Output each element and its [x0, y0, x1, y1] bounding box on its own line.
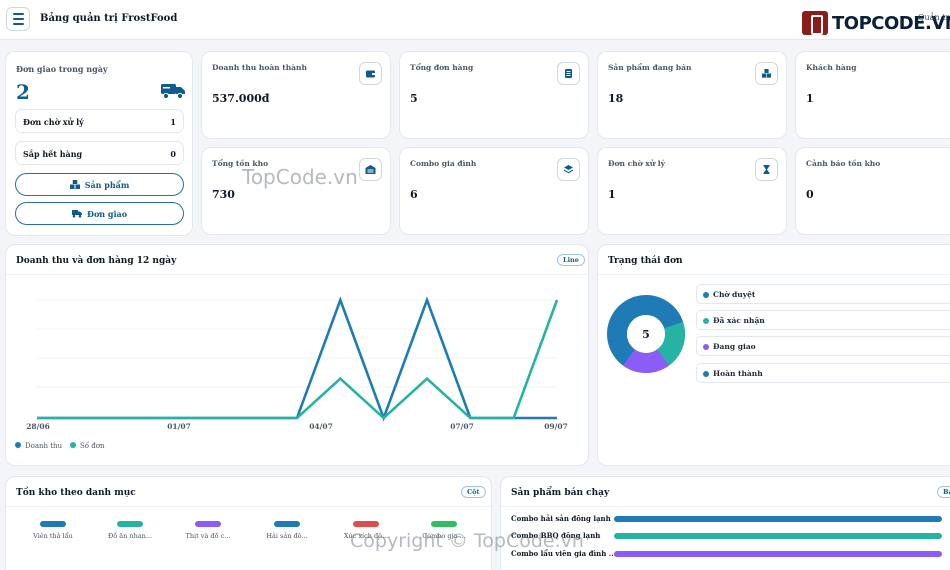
stat-card-total-orders: Tổng đơn hàng 5 — [399, 51, 589, 139]
x-tick-label: 09/07 — [544, 422, 568, 431]
receipt-icon — [557, 62, 580, 85]
category-column: Đồ ăn nhan... — [100, 521, 160, 540]
best-seller-row: Combo BBQ đông lạnh — [511, 531, 950, 541]
best-seller-row: Combo lẩu viên gia đình ... — [511, 549, 950, 559]
best-seller-bar — [614, 533, 942, 539]
boxes-icon — [755, 62, 778, 85]
stock-chart-type-tag[interactable]: Cột — [461, 486, 486, 498]
stat-card-stock-alert: Cảnh báo tồn kho 0 — [795, 147, 950, 235]
wallet-icon — [359, 62, 382, 85]
best-sellers-title: Sản phẩm bán chạy — [511, 488, 610, 498]
x-tick-label: 28/06 — [26, 422, 50, 431]
donut-segment-confirmed — [607, 295, 685, 373]
chart-type-tag[interactable]: Line — [557, 254, 585, 266]
category-column: Xúc xích đô... — [336, 521, 396, 540]
stat-card-products-on-sale: Sản phẩm đang bán 18 — [597, 51, 787, 139]
layers-icon — [557, 158, 580, 181]
legend-dot — [15, 442, 21, 448]
category-column: Thịt và đồ c... — [178, 521, 238, 540]
low-stock-row[interactable]: Sắp hết hàng 0 — [15, 141, 184, 165]
status-item-completed[interactable]: Hoàn thành — [696, 363, 950, 383]
menu-icon — [12, 13, 24, 15]
brand-text: TOPCODE.VN — [832, 12, 950, 34]
stat-card-customers: Khách hàng 1 — [795, 51, 950, 139]
products-button[interactable]: Sản phẩm — [15, 173, 184, 196]
revenue-panel-title: Doanh thu và đơn hàng 12 ngày — [16, 256, 177, 266]
series-line-1 — [37, 299, 559, 420]
donut-center-value: 5 — [642, 328, 650, 341]
category-bar — [117, 521, 143, 527]
stat-card-total-stock: Tổng tồn kho 730 — [201, 147, 391, 235]
today-deliveries-value: 2 — [16, 80, 30, 104]
legend-label: Số đơn — [80, 441, 105, 450]
truck-icon — [71, 210, 82, 218]
status-item-confirmed[interactable]: Đã xác nhận — [696, 310, 950, 330]
stat-card-pending-orders: Đơn chờ xử lý 1 — [597, 147, 787, 235]
boxes-icon — [69, 180, 80, 189]
user-menu-link[interactable]: Quản trị v — [918, 13, 950, 22]
legend-label: Doanh thu — [25, 442, 63, 450]
today-deliveries-card: Đơn giao trong ngày 2 Đơn chờ xử lý 1 Sắ… — [5, 51, 193, 236]
category-bar — [274, 521, 300, 527]
category-column: Viên thả lẩu — [23, 521, 83, 540]
warehouse-icon — [359, 158, 382, 181]
series-line-0 — [37, 296, 557, 422]
category-bar — [353, 521, 379, 527]
topcode-logo-icon — [802, 11, 828, 35]
revenue-orders-panel: Doanh thu và đơn hàng 12 ngày Line 28/06… — [5, 244, 589, 466]
legend-dot — [70, 442, 76, 448]
x-tick-label: 07/07 — [450, 422, 474, 431]
today-deliveries-label: Đơn giao trong ngày — [16, 64, 108, 74]
best-sellers-panel: Sản phẩm bán chạy Ba Combo hải sản đông … — [500, 476, 950, 570]
hamburger-menu-button[interactable] — [6, 7, 30, 31]
best-seller-bar — [614, 551, 942, 557]
status-item-pending[interactable]: Chờ duyệt — [696, 284, 950, 304]
stat-card-family-combo: Combo gia đình 6 — [399, 147, 589, 235]
order-status-panel: Trạng thái đơn 5 Chờ duyệt Đã xác nhận Đ… — [597, 244, 950, 466]
best-sellers-tag[interactable]: Ba — [937, 486, 950, 498]
category-column: Combo gia ... — [414, 521, 474, 540]
best-seller-row: Combo hải sản đông lạnh — [511, 514, 950, 524]
status-panel-title: Trạng thái đơn — [608, 256, 683, 266]
pending-orders-row[interactable]: Đơn chờ xử lý 1 — [15, 109, 184, 133]
deliveries-button[interactable]: Đơn giao — [15, 202, 184, 225]
top-bar: Bảng quản trị FrostFood TOPCODE.VN Quản … — [0, 0, 950, 40]
category-bar — [40, 521, 66, 527]
app-title: Bảng quản trị FrostFood — [40, 13, 178, 24]
stock-panel-title: Tồn kho theo danh mục — [16, 488, 136, 498]
status-item-shipping[interactable]: Đang giao — [696, 336, 950, 356]
category-column: Hải sản đô... — [257, 521, 317, 540]
best-seller-bar — [614, 516, 942, 522]
x-tick-label: 01/07 — [167, 422, 191, 431]
x-tick-label: 04/07 — [309, 422, 333, 431]
order-status-donut: 5 — [607, 295, 685, 373]
brand-logo: TOPCODE.VN — [802, 11, 950, 35]
stat-card-revenue: Doanh thu hoàn thành 537.000đ — [201, 51, 391, 139]
category-bar — [431, 521, 457, 527]
revenue-line-chart: 28/06 01/07 04/07 07/07 09/07 Doanh thu Số đơn — [15, 296, 568, 450]
stock-by-category-panel: Tồn kho theo danh mục Cột Viên thả lẩu Đ… — [5, 476, 492, 570]
truck-icon — [161, 84, 185, 100]
hourglass-icon — [755, 158, 778, 181]
category-bar — [195, 521, 221, 527]
